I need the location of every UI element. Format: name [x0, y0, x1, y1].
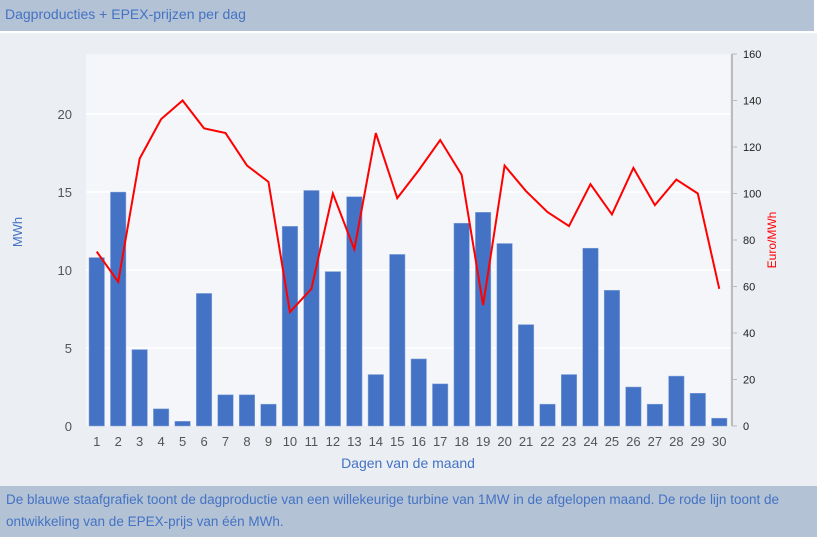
- bar-day-12: [324, 271, 341, 427]
- bar-day-23: [561, 374, 577, 427]
- bar-day-19: [475, 212, 492, 427]
- bar-day-4: [153, 408, 170, 427]
- bar-day-1: [88, 257, 105, 427]
- chart-title: Dagproducties + EPEX-prijzen per dag: [5, 6, 246, 22]
- x-tick-label: 29: [691, 434, 705, 449]
- x-tick-label: 11: [305, 434, 319, 449]
- x-tick-label: 15: [390, 434, 404, 449]
- y2-tick-label: 40: [743, 328, 755, 340]
- bar-day-2: [110, 191, 127, 427]
- bar-day-7: [217, 394, 234, 427]
- x-tick-label: 8: [243, 434, 250, 449]
- y2-tick-label: 160: [743, 49, 761, 61]
- x-tick-label: 5: [179, 434, 186, 449]
- description-text: De blauwe staafgrafiek toont de dagprodu…: [6, 492, 779, 529]
- y-tick-label: 0: [65, 419, 72, 434]
- bar-day-9: [260, 403, 277, 427]
- bar-day-18: [453, 222, 470, 427]
- y2-tick-label: 120: [743, 142, 761, 154]
- y-axis-label: MWh: [10, 217, 25, 247]
- x-tick-label: 12: [326, 434, 340, 449]
- x-axis-label: Dagen van de maand: [341, 455, 475, 471]
- bar-day-17: [432, 383, 449, 427]
- x-tick-label: 10: [283, 434, 297, 449]
- bar-day-16: [410, 358, 427, 427]
- y2-tick-label: 0: [743, 421, 749, 433]
- bar-day-26: [625, 386, 642, 427]
- bar-day-22: [539, 403, 556, 427]
- bar-day-3: [131, 349, 148, 427]
- bar-day-29: [689, 392, 706, 427]
- plot-area: [86, 54, 730, 426]
- x-tick-label: 17: [433, 434, 447, 449]
- bar-day-28: [668, 375, 685, 427]
- y2-axis-label: Euro/MWh: [765, 212, 779, 269]
- y-tick-label: 10: [58, 263, 72, 278]
- x-tick-label: 2: [115, 434, 122, 449]
- bar-day-27: [646, 403, 663, 427]
- x-tick-label: 30: [712, 434, 726, 449]
- bar-day-11: [303, 190, 320, 427]
- y2-tick-label: 20: [743, 375, 755, 387]
- x-tick-label: 19: [476, 434, 490, 449]
- x-tick-label: 1: [93, 434, 100, 449]
- y2-tick-label: 100: [743, 189, 761, 201]
- x-tick-label: 7: [222, 434, 229, 449]
- x-tick-label: 21: [519, 434, 533, 449]
- chart-title-bar: Dagproducties + EPEX-prijzen per dag: [0, 0, 814, 31]
- x-tick-label: 18: [454, 434, 468, 449]
- y2-tick-label: 140: [743, 96, 761, 108]
- bar-day-24: [582, 247, 599, 427]
- bar-day-13: [346, 196, 363, 427]
- x-tick-label: 25: [605, 434, 619, 449]
- bar-day-20: [496, 243, 513, 427]
- bar-day-15: [389, 254, 406, 427]
- x-tick-label: 3: [136, 434, 143, 449]
- x-tick-label: 13: [347, 434, 361, 449]
- x-tick-label: 26: [626, 434, 640, 449]
- bar-day-21: [518, 324, 535, 427]
- bar-day-30: [711, 417, 728, 427]
- x-tick-label: 6: [200, 434, 207, 449]
- y2-tick-label: 60: [743, 282, 755, 294]
- x-tick-label: 20: [497, 434, 511, 449]
- bar-day-25: [603, 290, 620, 427]
- bar-day-10: [281, 226, 298, 427]
- x-tick-label: 16: [411, 434, 425, 449]
- x-tick-label: 4: [158, 434, 165, 449]
- price-line: [95, 99, 721, 315]
- y-tick-label: 15: [58, 185, 72, 200]
- chart-description: De blauwe staafgrafiek toont de dagprodu…: [0, 486, 817, 537]
- x-tick-label: 28: [669, 434, 683, 449]
- x-tick-label: 24: [583, 434, 597, 449]
- bar-day-14: [367, 374, 384, 427]
- x-tick-label: 9: [265, 434, 272, 449]
- x-tick-label: 23: [562, 434, 576, 449]
- y-tick-label: 20: [58, 107, 72, 122]
- y2-tick-label: 80: [743, 235, 755, 247]
- x-tick-label: 22: [540, 434, 554, 449]
- x-tick-label: 27: [648, 434, 662, 449]
- bar-day-8: [239, 394, 255, 427]
- bar-day-6: [196, 293, 213, 427]
- y-tick-label: 5: [65, 341, 72, 356]
- bar-day-5: [174, 421, 191, 427]
- x-tick-label: 14: [369, 434, 383, 449]
